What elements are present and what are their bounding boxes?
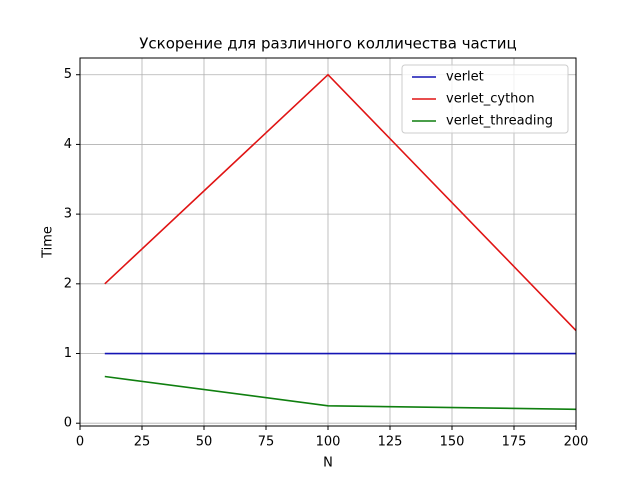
series-line: [104, 375, 577, 411]
x-tick-label: 50: [196, 435, 213, 450]
x-tick-label: 175: [502, 435, 527, 450]
legend-label: verlet_cython: [446, 92, 535, 107]
x-tick-label: 150: [440, 435, 465, 450]
y-tick-label: 5: [64, 67, 72, 82]
y-tick-label: 2: [64, 276, 72, 291]
x-tick-label: 25: [134, 435, 151, 450]
series-line: [104, 73, 577, 332]
x-axis-label: N: [323, 456, 333, 471]
y-tick-label: 3: [64, 207, 72, 222]
x-tick-label: 125: [378, 435, 403, 450]
y-tick-label: 0: [64, 416, 72, 431]
plot-frame: [79, 57, 577, 427]
legend-label: verlet: [446, 70, 484, 85]
x-tick-label: 75: [258, 435, 275, 450]
chart-title: Ускорение для различного колличества час…: [139, 35, 516, 53]
x-tick-label: 100: [316, 435, 341, 450]
legend-box: [401, 64, 569, 134]
x-tick-label: 0: [76, 435, 84, 450]
legend-label: verlet_threading: [446, 114, 553, 129]
y-tick-label: 4: [64, 137, 72, 152]
y-tick-label: 1: [64, 346, 72, 361]
x-tick-label: 200: [564, 435, 589, 450]
y-axis-label: Time: [41, 226, 56, 259]
